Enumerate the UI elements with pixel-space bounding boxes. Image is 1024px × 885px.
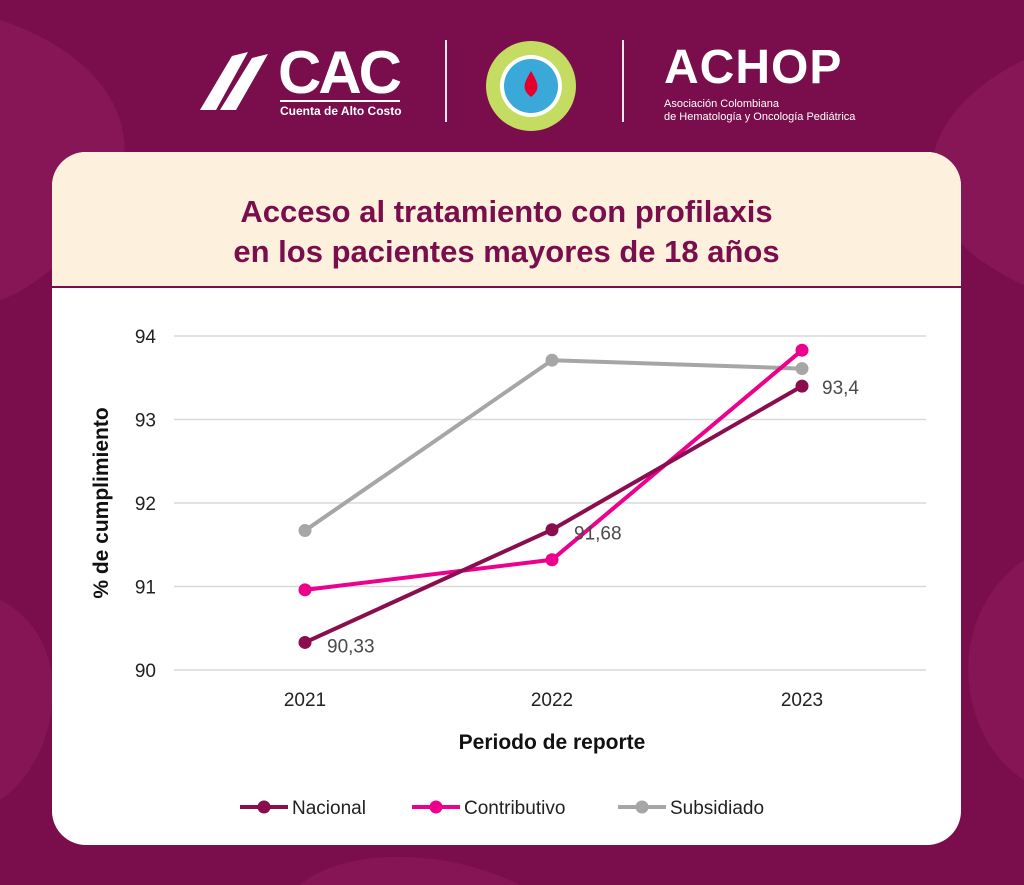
data-point bbox=[545, 523, 559, 537]
data-point bbox=[795, 343, 809, 357]
data-point bbox=[795, 379, 809, 393]
chart-title: Acceso al tratamiento con profilaxis en … bbox=[52, 192, 961, 272]
data-point bbox=[298, 583, 312, 597]
x-tick-label: 2022 bbox=[531, 690, 573, 711]
data-point bbox=[298, 524, 312, 538]
header-logos: CAC Cuenta de Alto Costo ACHOP Asociació… bbox=[0, 0, 1024, 150]
data-label: 93,4 bbox=[822, 378, 859, 399]
legend-swatch-marker bbox=[257, 800, 271, 814]
y-tick-label: 92 bbox=[135, 494, 156, 515]
logo-divider bbox=[445, 40, 447, 122]
x-tick-label: 2021 bbox=[284, 690, 326, 711]
y-tick-label: 90 bbox=[135, 661, 156, 682]
achop-tagline: Asociación Colombiana de Hematología y O… bbox=[664, 98, 855, 124]
series-line-subsidiado bbox=[303, 358, 803, 533]
series-line-nacional bbox=[304, 384, 803, 645]
x-axis-title: Periodo de reporte bbox=[459, 731, 646, 754]
legend-swatch-marker bbox=[429, 800, 443, 814]
hematology-seal-logo bbox=[486, 41, 576, 131]
data-label: 91,68 bbox=[574, 524, 622, 545]
y-axis-title: % de cumplimiento bbox=[90, 407, 113, 598]
achop-tagline-line-1: Asociación Colombiana bbox=[664, 98, 779, 110]
legend-label: Subsidiado bbox=[670, 798, 764, 819]
y-tick-label: 91 bbox=[135, 578, 156, 599]
legend-label: Contributivo bbox=[464, 798, 565, 819]
cac-swoosh-icon bbox=[200, 52, 268, 110]
legend-label: Nacional bbox=[292, 798, 366, 819]
data-point bbox=[795, 362, 809, 376]
chart-card: Acceso al tratamiento con profilaxis en … bbox=[52, 152, 961, 845]
achop-logo: ACHOP Asociación Colombiana de Hematolog… bbox=[664, 36, 864, 126]
data-point bbox=[545, 353, 559, 367]
chart-title-line-1: Acceso al tratamiento con profilaxis bbox=[240, 194, 773, 229]
logo-divider bbox=[622, 40, 624, 122]
cac-logo: CAC Cuenta de Alto Costo bbox=[190, 38, 420, 118]
data-label: 90,33 bbox=[327, 636, 375, 657]
y-tick-label: 93 bbox=[135, 411, 156, 432]
line-chart: 90 91 92 93 94 2021 2022 2023 Periodo de reporte… bbox=[90, 327, 926, 819]
cac-rule bbox=[280, 100, 400, 102]
cac-wordmark: CAC bbox=[278, 39, 402, 106]
data-point bbox=[545, 553, 559, 567]
chart-title-line-2: en los pacientes mayores de 18 años bbox=[233, 234, 780, 269]
legend-swatch-marker bbox=[635, 800, 649, 814]
achop-tagline-line-2: de Hematología y Oncología Pediátrica bbox=[664, 111, 856, 123]
achop-wordmark: ACHOP bbox=[664, 41, 843, 94]
cac-tagline: Cuenta de Alto Costo bbox=[280, 104, 402, 118]
data-point bbox=[298, 635, 312, 649]
y-tick-label: 94 bbox=[135, 327, 157, 348]
x-tick-label: 2023 bbox=[781, 690, 823, 711]
chart-title-band: Acceso al tratamiento con profilaxis en … bbox=[52, 152, 961, 288]
